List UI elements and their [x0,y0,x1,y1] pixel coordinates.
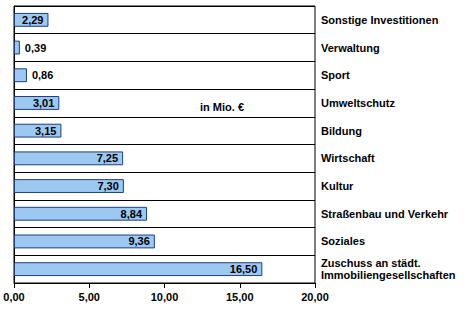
svg-text:Umweltschutz: Umweltschutz [321,97,395,109]
svg-text:Wirtschaft: Wirtschaft [321,152,375,164]
svg-text:Straßenbau und Verkehr: Straßenbau und Verkehr [321,208,449,220]
svg-text:Soziales: Soziales [321,235,365,247]
svg-text:8,84: 8,84 [121,208,143,220]
svg-text:3,15: 3,15 [35,125,56,137]
svg-text:15,00: 15,00 [226,291,254,303]
svg-text:Sonstige Investitionen: Sonstige Investitionen [321,14,439,26]
svg-text:0,86: 0,86 [32,69,53,81]
svg-text:Sport: Sport [321,69,350,81]
svg-text:16,50: 16,50 [230,263,258,275]
svg-text:in Mio. €: in Mio. € [200,101,244,113]
svg-text:5,00: 5,00 [79,291,100,303]
svg-text:0,00: 0,00 [3,291,24,303]
svg-text:Bildung: Bildung [321,125,362,137]
svg-text:0,39: 0,39 [25,42,46,54]
svg-text:3,01: 3,01 [33,97,54,109]
svg-text:2,29: 2,29 [22,14,43,26]
svg-text:7,30: 7,30 [97,180,118,192]
svg-text:Kultur: Kultur [321,180,354,192]
svg-text:20,00: 20,00 [301,291,329,303]
svg-text:7,25: 7,25 [97,152,118,164]
svg-text:Verwaltung: Verwaltung [321,42,380,54]
svg-text:Zuschuss an städt.: Zuschuss an städt. [321,257,424,269]
svg-text:9,36: 9,36 [128,235,149,247]
svg-text:10,00: 10,00 [151,291,179,303]
svg-text:Immobiliengesellschaften: Immobiliengesellschaften [321,269,456,281]
